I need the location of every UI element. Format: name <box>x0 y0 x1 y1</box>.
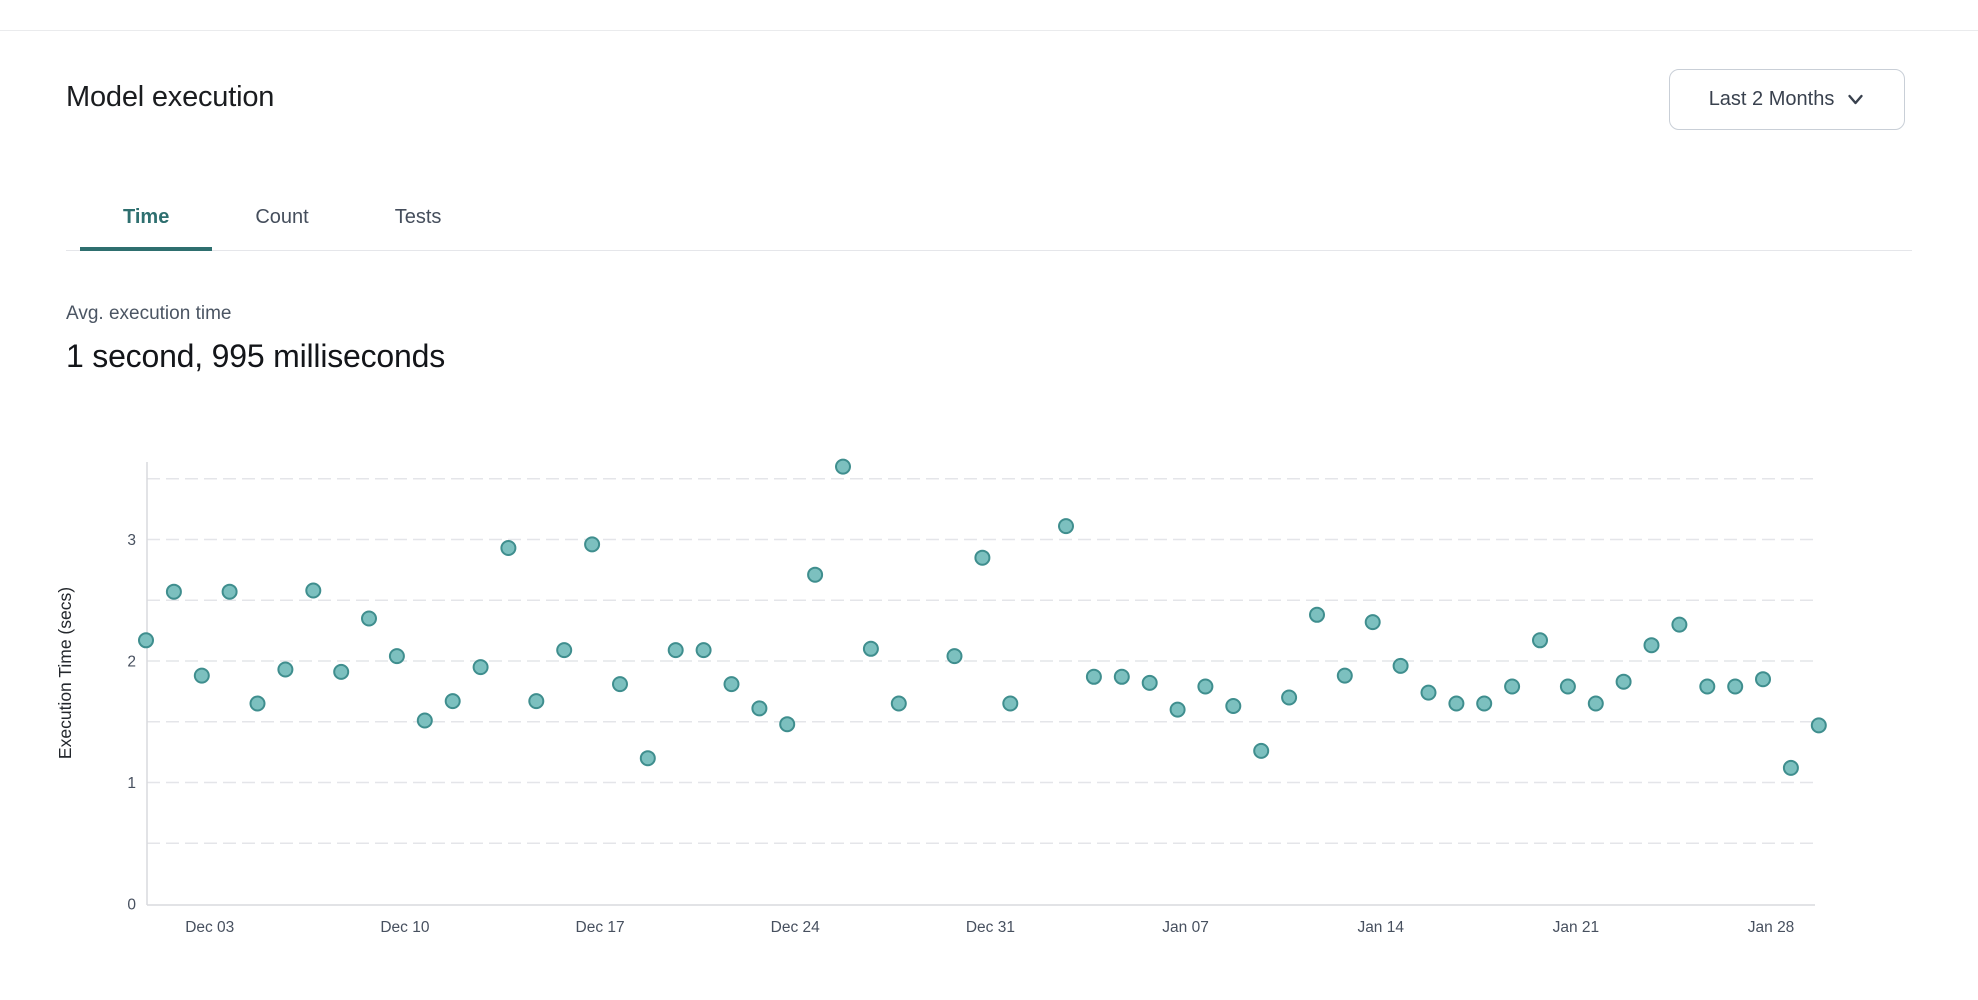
data-point[interactable] <box>1058 518 1074 535</box>
data-point[interactable] <box>1727 678 1744 695</box>
y-tick-label: 1 <box>127 775 136 792</box>
date-range-label: Last 2 Months <box>1708 88 1835 110</box>
data-point[interactable] <box>165 583 182 600</box>
data-point[interactable] <box>500 540 517 556</box>
data-point[interactable] <box>751 700 768 717</box>
y-tick-label: 3 <box>127 532 136 549</box>
data-point[interactable] <box>1476 695 1493 712</box>
data-point[interactable] <box>1782 759 1799 776</box>
y-tick-label: 2 <box>127 654 136 671</box>
metric-value: 1 second, 995 milliseconds <box>66 338 446 374</box>
data-point[interactable] <box>1532 632 1548 649</box>
y-tick-label: 0 <box>127 897 136 914</box>
data-point[interactable] <box>1392 657 1409 674</box>
tab-time[interactable]: Time <box>80 197 213 251</box>
data-point[interactable] <box>1587 695 1604 712</box>
data-point[interactable] <box>1810 717 1827 734</box>
tab-time-label: Time <box>123 206 170 228</box>
data-point[interactable] <box>138 632 154 649</box>
y-axis-title: Execution Time (secs) <box>55 587 75 759</box>
data-point[interactable] <box>1336 667 1353 684</box>
x-tick-label: Dec 10 <box>380 919 429 936</box>
data-point[interactable] <box>1420 684 1437 701</box>
data-point[interactable] <box>221 583 238 600</box>
page-title: Model execution <box>66 81 275 114</box>
x-tick-label: Jan 28 <box>1748 919 1795 936</box>
data-point[interactable] <box>1002 695 1019 712</box>
data-point[interactable] <box>556 642 573 659</box>
x-tick-label: Dec 24 <box>771 919 820 936</box>
x-tick-label: Jan 14 <box>1357 919 1404 936</box>
data-point[interactable] <box>1169 701 1186 718</box>
data-point[interactable] <box>667 642 684 659</box>
data-point[interactable] <box>1671 616 1688 633</box>
data-point[interactable] <box>835 458 851 475</box>
metric-label: Avg. execution time <box>66 303 232 324</box>
data-point[interactable] <box>1281 689 1298 706</box>
data-point[interactable] <box>695 642 712 659</box>
execution-time-chart: 0 1 2 3 Dec 03 Dec 10 Dec 17 Dec 24 Dec 31 Jan 07… <box>0 440 1978 960</box>
data-point[interactable] <box>333 663 350 680</box>
x-tick-label: Dec 31 <box>966 919 1015 936</box>
data-point[interactable] <box>862 640 879 657</box>
data-point[interactable] <box>1141 674 1158 691</box>
data-point[interactable] <box>1755 671 1771 688</box>
data-point[interactable] <box>612 676 628 693</box>
data-point[interactable] <box>528 693 545 710</box>
data-point[interactable] <box>1225 698 1242 714</box>
chevron-down-icon <box>1846 90 1865 109</box>
data-point[interactable] <box>416 712 433 729</box>
data-point[interactable] <box>1113 668 1130 685</box>
scatter-plot: 0 1 2 3 Dec 03 Dec 10 Dec 17 Dec 24 Dec 31 Jan 07… <box>55 458 1827 936</box>
x-tick-label: Jan 07 <box>1162 919 1209 936</box>
data-point[interactable] <box>277 661 294 678</box>
x-tick-label: Dec 17 <box>576 919 625 936</box>
data-point[interactable] <box>974 549 991 566</box>
data-point[interactable] <box>1253 742 1270 759</box>
data-point[interactable] <box>444 693 461 710</box>
data-point[interactable] <box>1448 695 1465 712</box>
data-point[interactable] <box>472 659 489 676</box>
date-range-selector[interactable]: Last 2 Months <box>1669 69 1905 130</box>
tab-tests[interactable]: Tests <box>352 197 485 250</box>
data-point[interactable] <box>388 648 405 665</box>
tab-tests-label: Tests <box>394 206 442 228</box>
data-point[interactable] <box>1197 678 1214 695</box>
active-tab-underline <box>80 247 213 251</box>
top-divider <box>0 30 1978 31</box>
data-point[interactable] <box>946 648 963 665</box>
tab-bar: Time Count Tests <box>66 197 1912 251</box>
data-point[interactable] <box>249 695 266 712</box>
data-point[interactable] <box>807 566 824 583</box>
tab-count[interactable]: Count <box>212 197 351 250</box>
data-point[interactable] <box>1504 678 1521 695</box>
data-point[interactable] <box>1085 668 1102 685</box>
data-point[interactable] <box>723 676 740 693</box>
data-point[interactable] <box>193 667 210 684</box>
data-point[interactable] <box>361 610 377 627</box>
tab-count-label: Count <box>255 206 309 228</box>
x-tick-label: Dec 03 <box>185 919 234 936</box>
data-point[interactable] <box>584 536 601 553</box>
data-point[interactable] <box>1559 678 1576 695</box>
data-point[interactable] <box>1309 606 1325 623</box>
data-point[interactable] <box>1364 614 1381 631</box>
data-point[interactable] <box>305 582 322 599</box>
data-point[interactable] <box>890 695 907 712</box>
data-point[interactable] <box>1643 637 1660 654</box>
data-point[interactable] <box>779 716 796 733</box>
data-point[interactable] <box>1615 673 1632 690</box>
x-tick-label: Jan 21 <box>1553 919 1600 936</box>
data-point[interactable] <box>639 750 656 767</box>
data-point[interactable] <box>1699 678 1716 695</box>
